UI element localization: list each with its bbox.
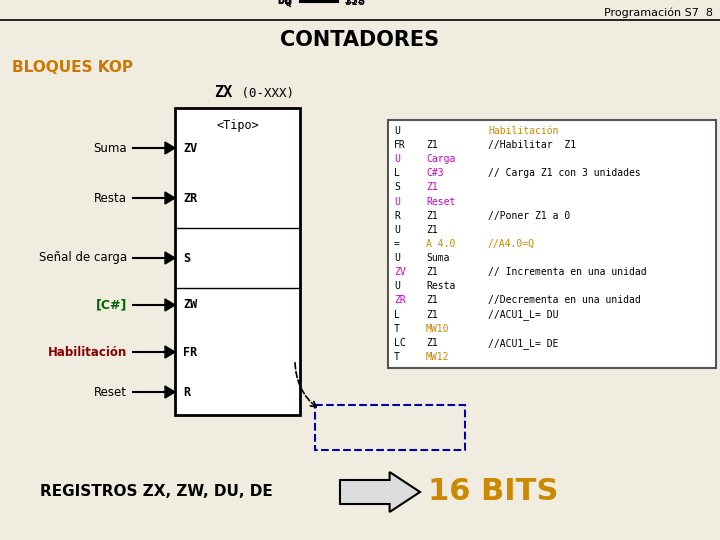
Text: CONTADORES: CONTADORES <box>280 30 440 50</box>
Text: FR: FR <box>394 140 406 150</box>
Polygon shape <box>165 142 175 154</box>
Text: U: U <box>394 126 400 136</box>
Text: //Habilitar  Z1: //Habilitar Z1 <box>488 140 576 150</box>
Text: //ACU1_L= DU: //ACU1_L= DU <box>488 309 559 320</box>
Text: Z1: Z1 <box>426 267 438 277</box>
Text: Z1: Z1 <box>426 295 438 306</box>
Text: Q: Q <box>285 0 292 9</box>
Text: MW12: MW12 <box>426 352 449 362</box>
Text: // Incrementa en una unidad: // Incrementa en una unidad <box>488 267 647 277</box>
Text: [C#]: [C#] <box>96 299 127 312</box>
Text: <Tipo>: <Tipo> <box>216 119 259 132</box>
Text: C#3: C#3 <box>426 168 444 178</box>
Text: Z1: Z1 <box>426 140 438 150</box>
Text: ZW: ZW <box>183 299 197 312</box>
Text: //Poner Z1 a 0: //Poner Z1 a 0 <box>488 211 570 221</box>
Text: U: U <box>394 253 400 263</box>
Text: ZX: ZX <box>215 85 233 100</box>
Bar <box>388 120 716 368</box>
Text: Z1: Z1 <box>426 183 438 192</box>
Text: ZV: ZV <box>183 141 197 154</box>
Text: Resta: Resta <box>426 281 455 291</box>
Polygon shape <box>165 252 175 264</box>
Text: 16 BITS: 16 BITS <box>428 477 559 507</box>
Text: Z1: Z1 <box>426 225 438 235</box>
Text: DE: DE <box>278 0 292 8</box>
Text: (0-XXX): (0-XXX) <box>235 87 294 100</box>
Text: ZR: ZR <box>183 192 197 205</box>
Text: Suma: Suma <box>426 253 449 263</box>
Text: L: L <box>394 168 400 178</box>
Polygon shape <box>165 386 175 398</box>
Text: ZV: ZV <box>394 267 406 277</box>
Bar <box>315 405 465 450</box>
Text: L: L <box>394 309 400 320</box>
Text: Programación S7  8: Programación S7 8 <box>604 8 713 18</box>
Text: Resta: Resta <box>94 192 127 205</box>
Text: Señal de carga: Señal de carga <box>39 252 127 265</box>
Polygon shape <box>165 192 175 204</box>
Text: 258: 258 <box>344 0 365 6</box>
Text: //Decrementa en una unidad: //Decrementa en una unidad <box>488 295 641 306</box>
Text: U: U <box>394 197 400 207</box>
Text: 318: 318 <box>344 0 365 7</box>
Polygon shape <box>340 472 420 512</box>
Text: U: U <box>394 154 400 164</box>
Text: Reset: Reset <box>94 386 127 399</box>
Text: LC: LC <box>394 338 406 348</box>
Text: Z1: Z1 <box>426 309 438 320</box>
Text: R: R <box>183 386 190 399</box>
Text: Suma: Suma <box>94 141 127 154</box>
Text: =: = <box>394 239 400 249</box>
Text: Z1: Z1 <box>426 211 438 221</box>
Text: Carga: Carga <box>426 154 455 164</box>
Text: No aparece en
KOP de Siemens: No aparece en KOP de Siemens <box>340 414 440 442</box>
Text: Reset: Reset <box>426 197 455 207</box>
Text: S: S <box>183 252 190 265</box>
Text: S: S <box>394 183 400 192</box>
Text: //ACU1_L= DE: //ACU1_L= DE <box>488 338 559 349</box>
Text: A 4.0: A 4.0 <box>426 239 455 249</box>
Text: // Carga Z1 con 3 unidades: // Carga Z1 con 3 unidades <box>488 168 641 178</box>
Text: ZR: ZR <box>394 295 406 306</box>
Text: MW10: MW10 <box>426 323 449 334</box>
Text: T: T <box>394 352 400 362</box>
Text: Habilitación: Habilitación <box>488 126 559 136</box>
Polygon shape <box>165 346 175 358</box>
Text: R: R <box>394 211 400 221</box>
Text: FR: FR <box>183 346 197 359</box>
Text: 195: 195 <box>344 0 365 5</box>
Text: Habilitación: Habilitación <box>48 346 127 359</box>
Polygon shape <box>165 299 175 311</box>
Text: U: U <box>394 225 400 235</box>
Text: //A4.0=Q: //A4.0=Q <box>488 239 535 249</box>
Text: DU: DU <box>278 0 292 6</box>
Text: BLOQUES KOP: BLOQUES KOP <box>12 60 133 76</box>
Text: Z1: Z1 <box>426 338 438 348</box>
Text: T: T <box>394 323 400 334</box>
Text: REGISTROS ZX, ZW, DU, DE: REGISTROS ZX, ZW, DU, DE <box>40 484 273 500</box>
Bar <box>175 108 300 415</box>
Text: U: U <box>394 281 400 291</box>
